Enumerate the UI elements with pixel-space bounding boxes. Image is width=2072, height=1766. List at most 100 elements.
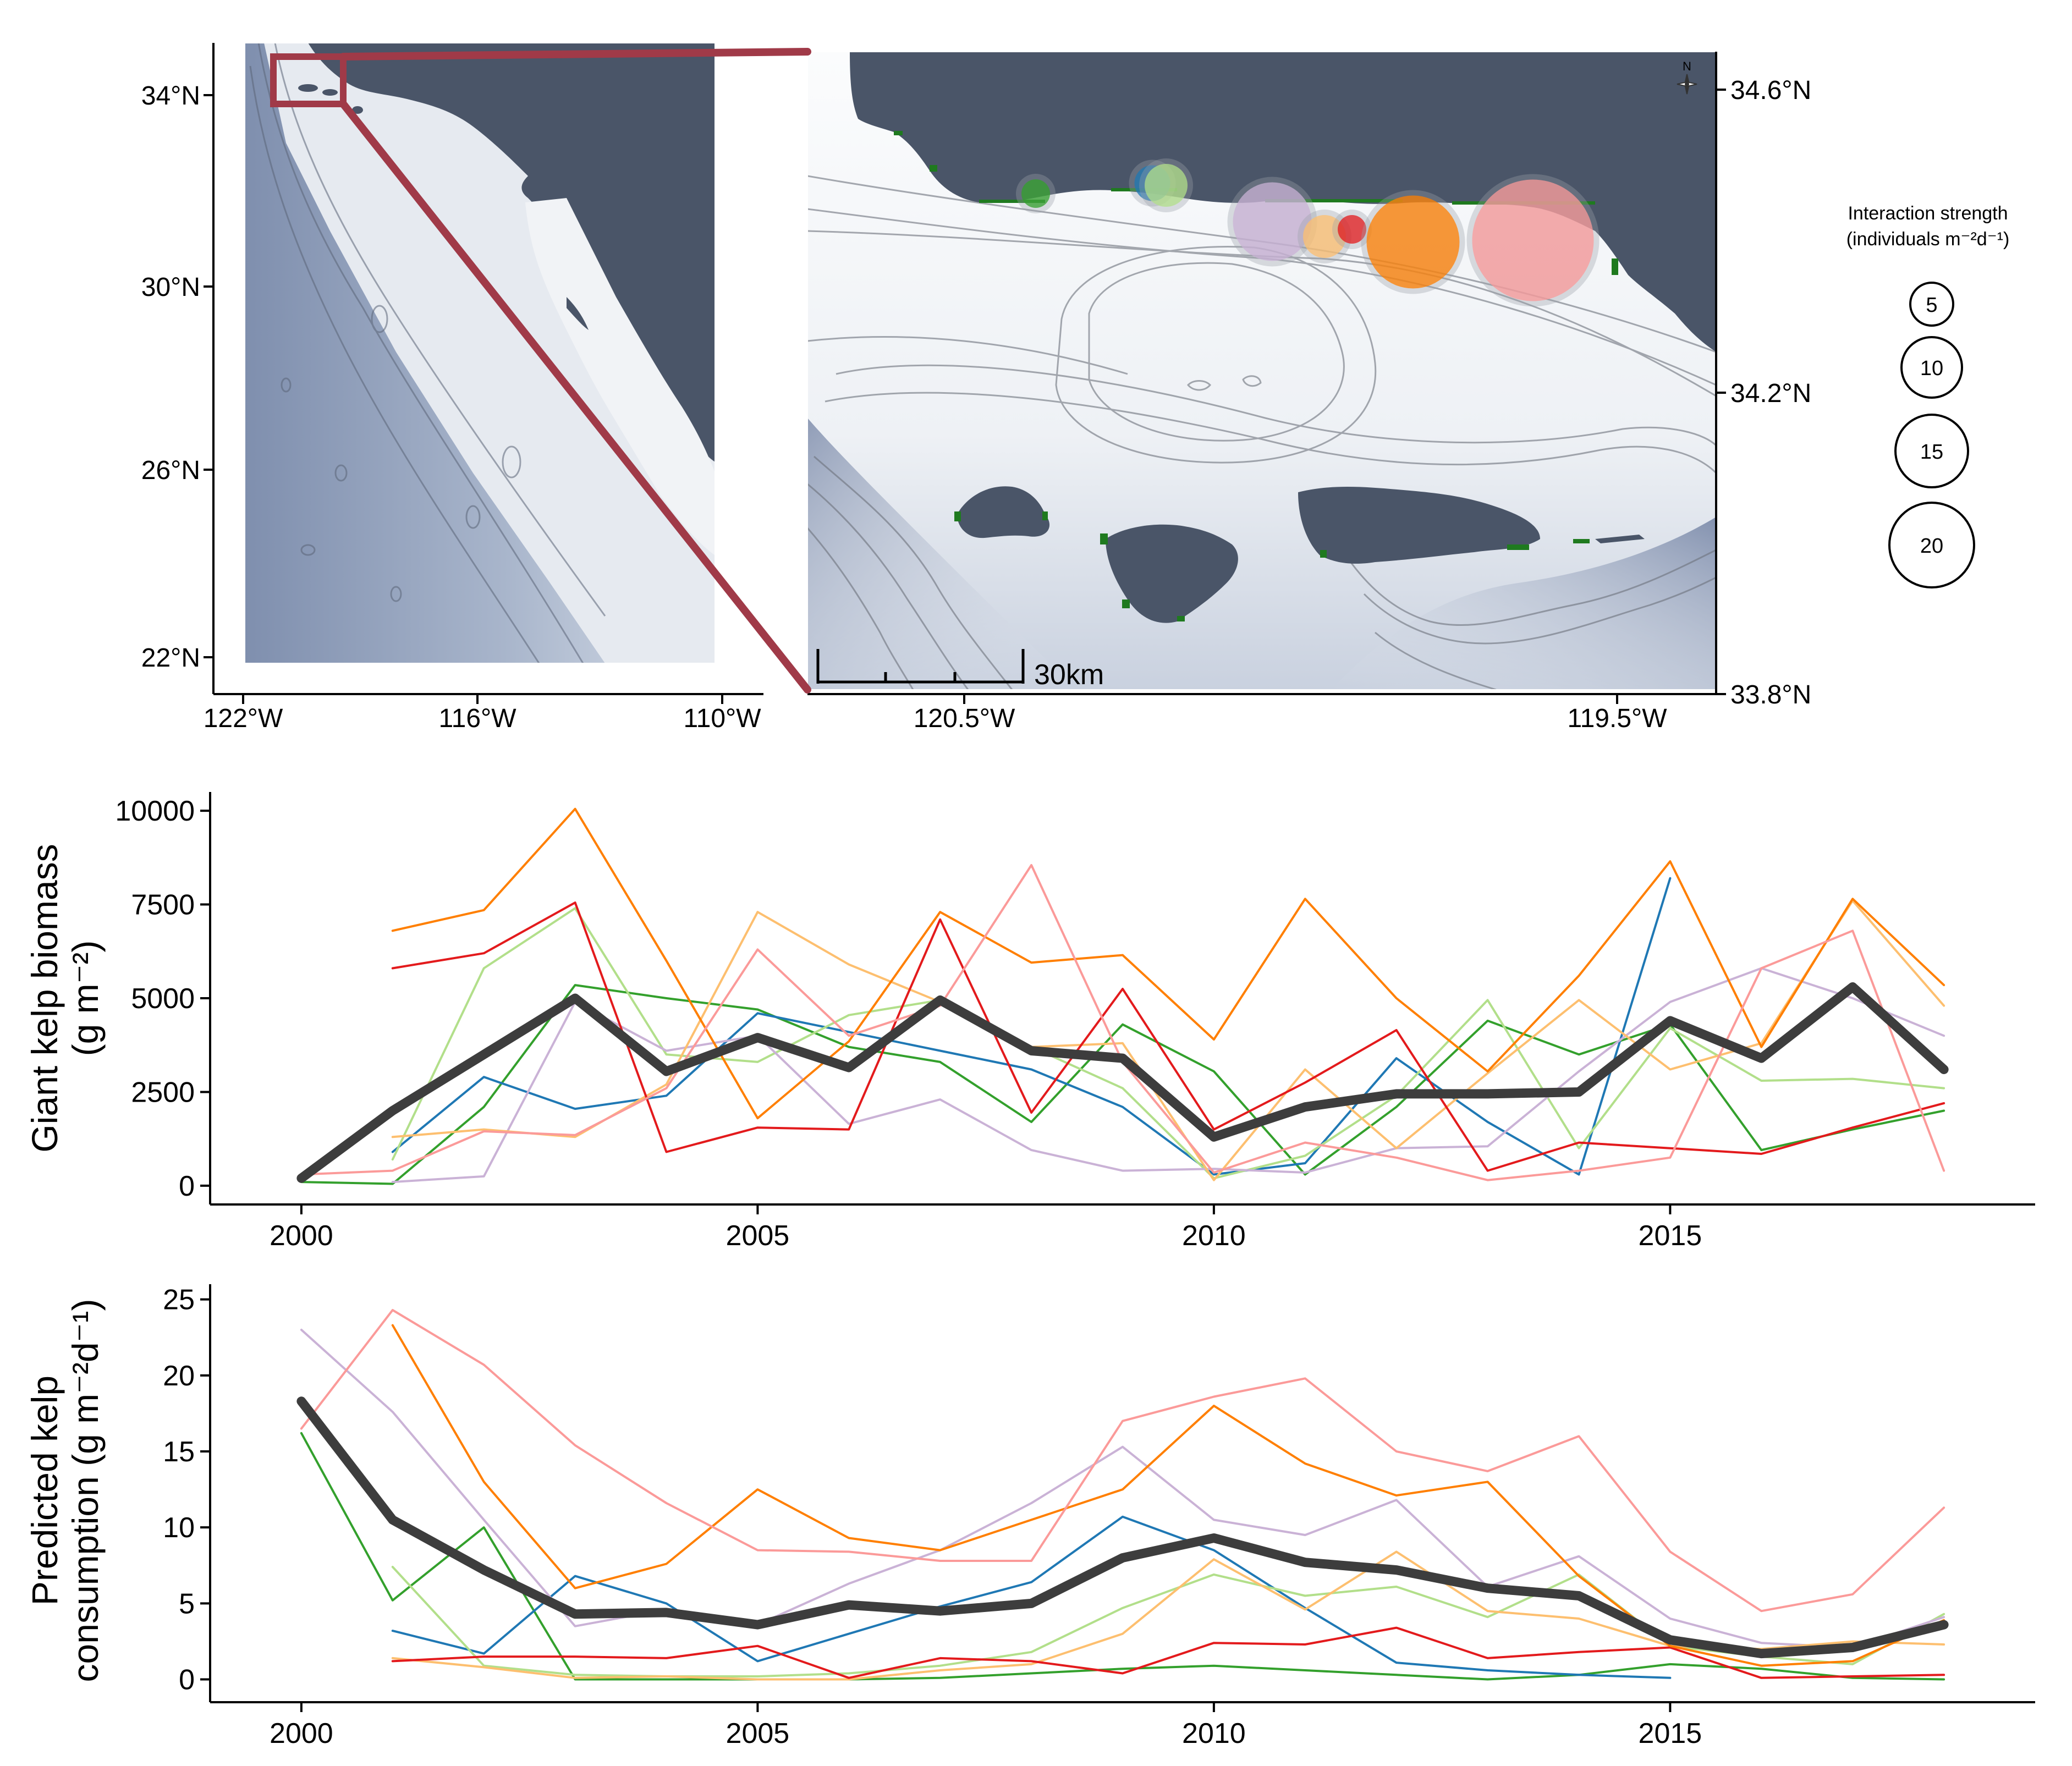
consumption-x-tick-label: 2000	[270, 1718, 333, 1750]
overview-map-frame	[244, 42, 716, 664]
biomass-site-line	[391, 807, 1945, 1120]
biomass-mean-line	[296, 982, 1949, 1183]
biomass-series	[296, 807, 1949, 1185]
biomass-site-line	[391, 877, 1672, 1176]
consumption-x-tick-label: 2010	[1182, 1718, 1246, 1750]
zoom-island-anacapa	[1595, 535, 1645, 543]
biomass-y-tick-label: 5000	[131, 983, 195, 1015]
biomass-x-tick-label: 2005	[726, 1220, 790, 1252]
site-circle	[1303, 215, 1346, 258]
biomass-x-tick-label: 2000	[270, 1220, 333, 1252]
consumption-site-line	[300, 1309, 1945, 1613]
lon-label-120-5w: 120.5°W	[914, 704, 1015, 733]
biomass-chart: 0 2500 5000 7500 10000 2000 2005 2010 2015 Gian…	[24, 792, 2035, 1252]
overview-contours	[249, 43, 606, 663]
biomass-y-ticks: 0 2500 5000 7500 10000	[115, 795, 210, 1202]
overview-channel-islands	[298, 84, 363, 114]
inset-connector-top	[339, 48, 811, 60]
consumption-y-tick-label: 25	[163, 1284, 195, 1316]
svg-text:5: 5	[1926, 294, 1937, 317]
consumption-y-tick-label: 10	[163, 1512, 195, 1544]
lat-label-34n: 34°N	[141, 81, 200, 111]
overview-baja-peninsula	[525, 198, 715, 555]
consumption-y-tick-label: 15	[163, 1436, 195, 1468]
site-circles	[1016, 158, 1600, 307]
zoom-island-santa-rosa	[1106, 524, 1238, 623]
zoom-island-san-miguel	[957, 486, 1050, 538]
consumption-x-tick-label: 2005	[726, 1718, 790, 1750]
biomass-y-tick-label: 7500	[131, 889, 195, 921]
consumption-x-tick-label: 2015	[1639, 1718, 1702, 1750]
consumption-y-tick-label: 0	[179, 1664, 195, 1696]
scale-bar	[816, 649, 1025, 684]
north-arrow-label: N	[1683, 59, 1691, 73]
north-arrow-icon	[1677, 74, 1697, 95]
consumption-ylabel-line2: consumption (g m⁻²d⁻¹)	[65, 1299, 106, 1682]
lon-label-110w: 110°W	[683, 704, 761, 733]
zoom-deep-water-left	[807, 418, 1078, 690]
svg-text:10: 10	[1920, 357, 1943, 380]
biomass-ylabel-line1: Giant kelp biomass	[24, 844, 65, 1152]
biomass-site-line	[391, 901, 1945, 1172]
consumption-y-tick-label: 5	[179, 1588, 195, 1620]
zoom-map: 30km N 34.6°N 34.2°N 33.8°N 120.5°W 119.…	[807, 51, 1811, 733]
lon-label-122w: 122°W	[204, 704, 283, 733]
site-circle	[1233, 182, 1312, 261]
consumption-mean-line	[296, 1396, 1949, 1659]
biomass-y-tick-label: 2500	[131, 1076, 195, 1108]
zoom-lon-ticks	[963, 694, 1618, 704]
site-circle	[1338, 215, 1366, 244]
legend-circle-10: 10	[1900, 336, 1963, 399]
lat-label-22n: 22°N	[141, 643, 200, 673]
zoom-lat-ticks	[1716, 89, 1726, 695]
consumption-y-tick-label: 20	[163, 1360, 195, 1392]
consumption-site-line	[300, 1432, 1945, 1681]
consumption-site-line	[391, 1324, 1945, 1667]
svg-text:15: 15	[1920, 441, 1943, 464]
consumption-chart: 0 5 10 15 20 25 2000 2005 2010 2015 Predicted ke…	[24, 1284, 2035, 1750]
site-circle	[1021, 179, 1050, 208]
consumption-site-line	[391, 1626, 1945, 1679]
consumption-x-ticks: 2000 2005 2010 2015	[270, 1702, 1702, 1750]
biomass-ylabel-line2: (g m⁻²)	[65, 940, 106, 1057]
site-circle	[1472, 179, 1594, 301]
inset-indicator	[270, 48, 811, 694]
lon-label-119-5w: 119.5°W	[1567, 704, 1667, 733]
overview-map: 34°N 30°N 26°N 22°N 122°W 116°W 110°W	[141, 42, 763, 733]
legend-circle-20: 20	[1888, 502, 1975, 588]
legend-circle-15: 15	[1894, 414, 1969, 488]
legend-circle-5: 5	[1909, 282, 1954, 327]
overview-mainland	[308, 43, 715, 462]
zoom-kelp-islands	[954, 511, 1590, 621]
overview-lat-ticks	[204, 94, 213, 658]
lat-label-26n: 26°N	[141, 456, 200, 485]
zoom-deep-water-right	[1331, 517, 1716, 690]
zoom-island-santa-cruz	[1298, 487, 1540, 564]
biomass-x-ticks: 2000 2005 2010 2015	[270, 1204, 1702, 1252]
inset-box	[270, 53, 347, 107]
consumption-site-line	[391, 1566, 1945, 1677]
lon-label-116w: 116°W	[438, 704, 516, 733]
svg-text:20: 20	[1920, 535, 1943, 558]
legend-title: Interaction strength	[1848, 203, 2008, 224]
lat-label-34-2n: 34.2°N	[1730, 379, 1811, 408]
consumption-site-line	[391, 1515, 1672, 1679]
legend-subtitle: (individuals m⁻²d⁻¹)	[1846, 229, 2010, 250]
interaction-strength-legend: Interaction strength (individuals m⁻²d⁻¹…	[1846, 203, 2010, 588]
biomass-site-line	[391, 907, 1945, 1180]
biomass-x-tick-label: 2010	[1182, 1220, 1246, 1252]
inset-connector-bottom	[339, 100, 811, 694]
consumption-series	[296, 1309, 1949, 1681]
overview-lon-ticks	[242, 694, 723, 704]
biomass-x-tick-label: 2015	[1639, 1220, 1702, 1252]
zoom-mainland	[850, 52, 1716, 352]
consumption-y-ticks: 0 5 10 15 20 25	[163, 1284, 210, 1696]
lat-label-34-6n: 34.6°N	[1730, 76, 1811, 105]
site-circle	[1366, 195, 1460, 289]
biomass-site-line	[391, 967, 1945, 1184]
site-circle	[1145, 164, 1188, 207]
biomass-y-tick-label: 0	[179, 1170, 195, 1202]
overview-gulf-islands	[567, 297, 589, 330]
north-arrow: N	[1677, 59, 1697, 95]
